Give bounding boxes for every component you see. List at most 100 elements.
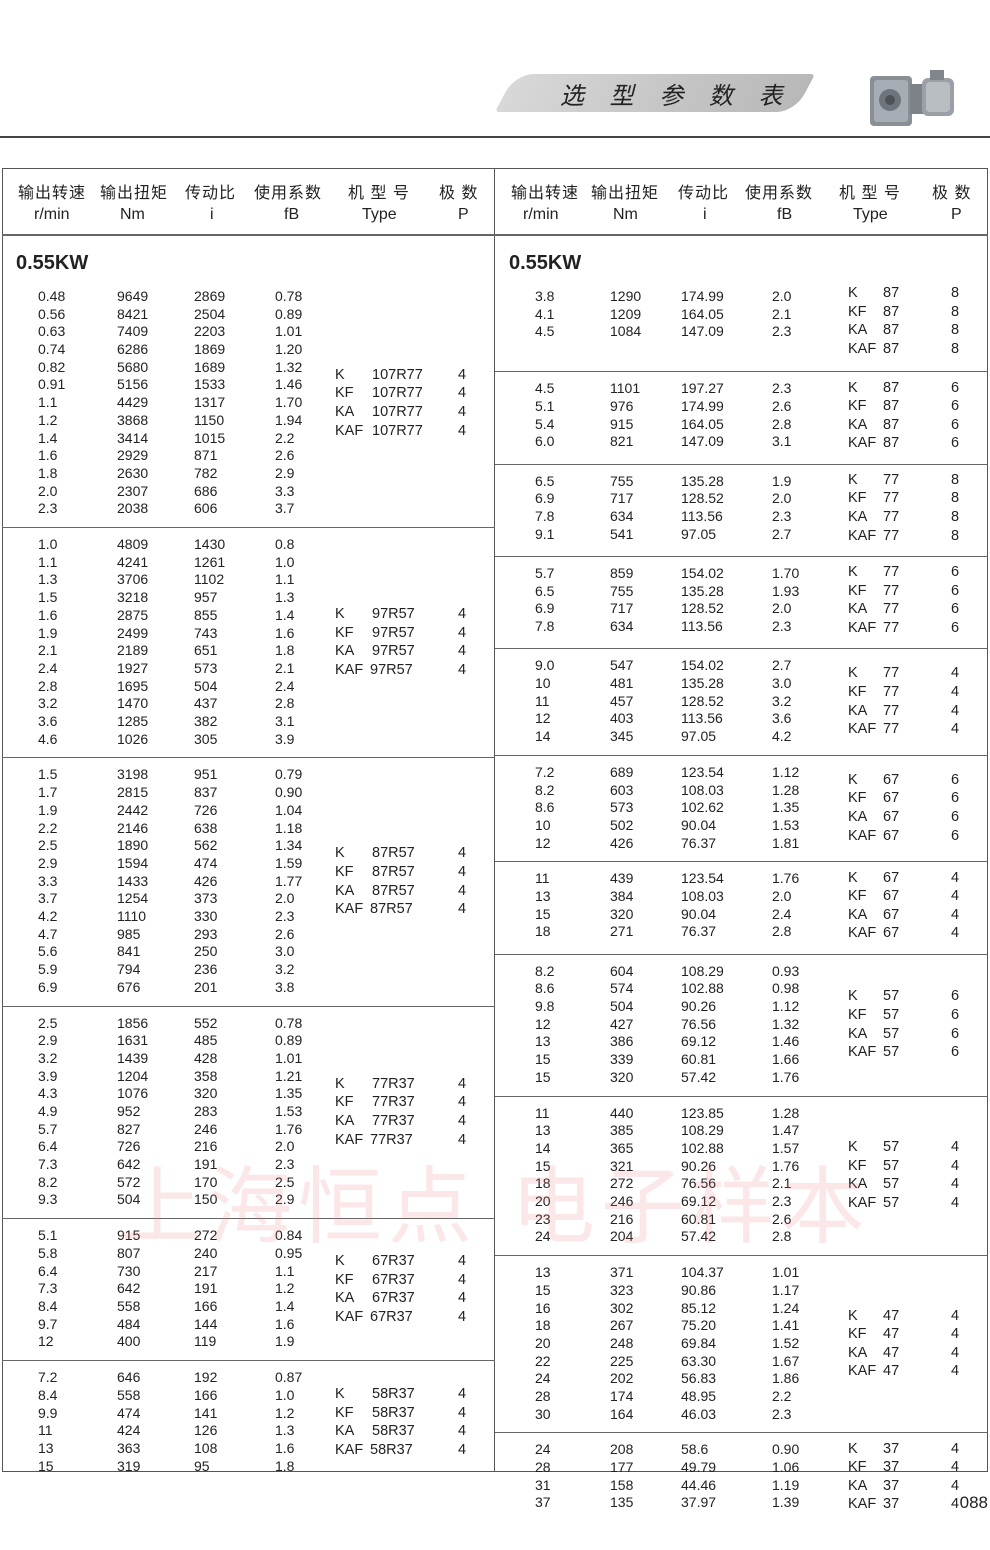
output-speed: 22	[535, 1352, 551, 1369]
table-row: 0.48 9649 2869 0.78	[2, 288, 495, 306]
service-factor: 1.1	[275, 1262, 295, 1279]
type-row: KA 97R57 4	[2, 642, 495, 661]
output-speed: 14	[535, 1139, 551, 1156]
pole-count: 4	[951, 906, 960, 923]
output-torque: 1695	[117, 677, 149, 694]
type-model: 87	[883, 285, 900, 301]
output-torque: 859	[610, 564, 634, 581]
type-prefix: KF	[848, 1006, 867, 1023]
type-prefix: K	[335, 1253, 345, 1270]
type-row: K 77 4	[495, 664, 988, 683]
service-factor: 2.1	[772, 1175, 792, 1192]
type-row: KAF 87 8	[495, 340, 988, 359]
output-speed: 23	[535, 1210, 551, 1227]
type-row: KF 87 8	[495, 303, 988, 322]
ratio: 726	[194, 801, 218, 818]
output-torque: 821	[610, 433, 634, 450]
table-row: 9.1 541 97.05 2.7	[495, 526, 988, 544]
table-row: 24 202 56.83 1.86	[495, 1370, 988, 1388]
service-factor: 1.01	[275, 1049, 303, 1066]
table-row: 10 481 135.28 3.0	[495, 675, 988, 693]
output-speed: 1.9	[38, 624, 58, 641]
service-factor: 0.89	[275, 1032, 303, 1049]
output-speed: 9.8	[535, 998, 555, 1015]
pole-count: 6	[951, 771, 960, 788]
service-factor: 1.67	[772, 1352, 800, 1369]
ratio: 216	[194, 1138, 218, 1155]
ratio: 250	[194, 943, 218, 960]
ratio: 48.95	[681, 1387, 717, 1404]
ratio: 154.02	[681, 657, 724, 674]
service-factor: 1.4	[275, 606, 295, 623]
output-torque: 976	[610, 398, 634, 415]
ratio: 170	[194, 1173, 218, 1190]
output-speed: 3.8	[535, 288, 555, 304]
output-speed: 2.9	[38, 1032, 58, 1049]
table-row: 5.8 807 240 0.95	[2, 1245, 495, 1263]
output-torque: 5156	[117, 376, 149, 393]
service-factor: 1.01	[772, 1264, 800, 1281]
output-speed: 6.4	[38, 1138, 58, 1155]
service-factor: 1.35	[275, 1085, 303, 1102]
output-torque: 216	[610, 1210, 634, 1227]
ratio: 46.03	[681, 1405, 717, 1422]
type-row: KF 67 6	[495, 789, 988, 808]
table-row: 2.3 2038 606 3.7	[2, 500, 495, 518]
service-factor: 1.06	[772, 1459, 800, 1476]
table-row: 5.1 915 272 0.84	[2, 1227, 495, 1245]
pole-count: 4	[951, 1477, 960, 1494]
service-factor: 2.3	[772, 323, 792, 340]
output-speed: 6.4	[38, 1262, 58, 1279]
service-factor: 1.70	[772, 564, 800, 581]
table-row: 18 271 76.37 2.8	[495, 923, 988, 941]
output-torque: 755	[610, 582, 634, 599]
type-prefix: K	[848, 564, 858, 581]
model-group: 5.1 915 272 0.84 5.8 807 240 0.95 6.4 730 217 1.1 7.…	[2, 1219, 495, 1362]
table-row: 12 400 119 1.9	[2, 1333, 495, 1351]
output-torque: 6286	[117, 341, 149, 358]
service-factor: 1.2	[275, 1280, 295, 1297]
output-speed: 5.4	[535, 415, 555, 432]
service-factor: 0.78	[275, 1014, 303, 1031]
ratio: 2203	[194, 323, 226, 340]
table-row: 1.2 3868 1150 1.94	[2, 412, 495, 430]
type-prefix: KA	[848, 809, 868, 826]
table-row: 15 319 95 1.8	[2, 1458, 495, 1476]
data-rows: 11 439 123.54 1.76 13 384 108.03 2.0 15 320 90.04 2…	[495, 870, 988, 941]
type-model: 77	[883, 490, 900, 507]
table-row: 9.9 474 141 1.2	[2, 1405, 495, 1423]
output-torque: 574	[610, 980, 634, 997]
type-row: KF 97R57 4	[2, 624, 495, 643]
output-speed: 16	[535, 1299, 551, 1316]
output-speed: 18	[535, 923, 551, 940]
type-prefix: KF	[848, 303, 867, 320]
service-factor: 0.87	[275, 1369, 303, 1386]
service-factor: 1.1	[275, 571, 295, 588]
output-speed: 6.0	[535, 433, 555, 450]
type-model: 57	[883, 1194, 900, 1211]
table-row: 24 204 57.42 2.8	[495, 1228, 988, 1246]
pole-count: 4	[951, 1194, 960, 1211]
output-torque: 7409	[117, 323, 149, 340]
type-row: K 57 6	[495, 987, 988, 1006]
power-label: 0.55KW	[16, 252, 89, 274]
output-speed: 3.2	[38, 695, 58, 712]
service-factor: 1.4	[275, 1298, 295, 1315]
service-factor: 1.6	[275, 1439, 295, 1456]
type-prefix: KF	[848, 1459, 867, 1476]
type-prefix: K	[335, 1075, 345, 1092]
output-torque: 2307	[117, 482, 149, 499]
output-speed: 11	[535, 1104, 550, 1121]
ratio: 63.30	[681, 1352, 717, 1369]
output-speed: 5.9	[38, 961, 58, 978]
table-row: 2.9 1594 474 1.59	[2, 855, 495, 873]
output-speed: 5.7	[38, 1120, 58, 1137]
output-speed: 37	[535, 1494, 551, 1511]
type-model: 87R57	[372, 845, 415, 862]
output-speed: 7.8	[535, 618, 555, 635]
table-row: 1.0 4809 1430 0.8	[2, 536, 495, 554]
service-factor: 1.8	[275, 642, 295, 659]
table-row: 3.7 1254 373 2.0	[2, 890, 495, 908]
column-header-cn: 使用系数	[254, 185, 323, 202]
model-group: 7.2 646 192 0.87 8.4 558 166 1.0 9.9 474 141 1.2 11 4…	[2, 1361, 495, 1484]
